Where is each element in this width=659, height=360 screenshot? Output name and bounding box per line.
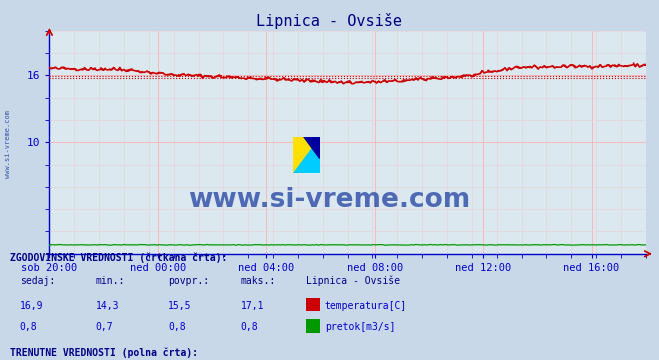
Text: www.si-vreme.com: www.si-vreme.com — [188, 187, 471, 213]
Text: Lipnica - Ovsiše: Lipnica - Ovsiše — [306, 276, 401, 287]
Text: povpr.:: povpr.: — [168, 276, 209, 287]
Text: pretok[m3/s]: pretok[m3/s] — [325, 322, 395, 332]
Text: TRENUTNE VREDNOSTI (polna črta):: TRENUTNE VREDNOSTI (polna črta): — [10, 347, 198, 358]
Polygon shape — [306, 137, 320, 155]
Text: 17,1: 17,1 — [241, 301, 264, 311]
Text: 0,8: 0,8 — [20, 322, 38, 332]
Text: www.si-vreme.com: www.si-vreme.com — [5, 110, 11, 178]
Polygon shape — [304, 137, 320, 158]
Text: 16,9: 16,9 — [20, 301, 43, 311]
Text: ZGODOVINSKE VREDNOSTI (črtkana črta):: ZGODOVINSKE VREDNOSTI (črtkana črta): — [10, 252, 227, 263]
Text: maks.:: maks.: — [241, 276, 275, 287]
Text: 0,8: 0,8 — [241, 322, 258, 332]
Text: Lipnica - Ovsiše: Lipnica - Ovsiše — [256, 13, 403, 28]
Text: sedaj:: sedaj: — [20, 276, 55, 287]
Text: temperatura[C]: temperatura[C] — [325, 301, 407, 311]
Text: 15,5: 15,5 — [168, 301, 192, 311]
Text: 0,8: 0,8 — [168, 322, 186, 332]
Polygon shape — [293, 137, 320, 173]
Polygon shape — [293, 137, 320, 173]
Text: 0,7: 0,7 — [96, 322, 113, 332]
Text: 14,3: 14,3 — [96, 301, 119, 311]
Text: min.:: min.: — [96, 276, 125, 287]
